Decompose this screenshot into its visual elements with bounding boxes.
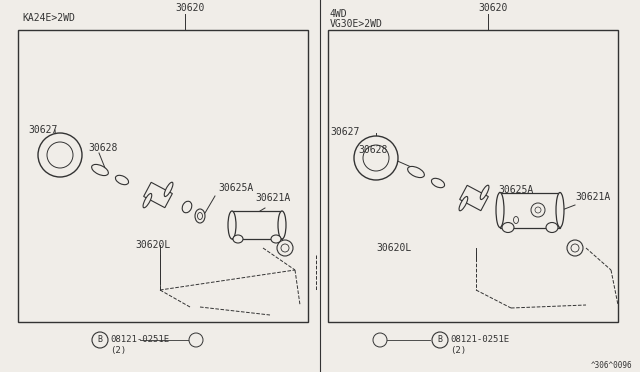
Ellipse shape [459,196,468,211]
Ellipse shape [271,235,281,243]
Ellipse shape [143,193,152,208]
Circle shape [531,203,545,217]
Text: 30628: 30628 [88,143,117,153]
Ellipse shape [115,175,129,185]
Text: 30625A: 30625A [498,185,533,195]
Text: 30627: 30627 [28,125,58,135]
Text: B: B [97,336,102,344]
Text: VG30E>2WD: VG30E>2WD [330,19,383,29]
Text: 30620: 30620 [478,3,508,13]
Ellipse shape [511,213,521,227]
Ellipse shape [502,222,514,232]
Bar [232,211,282,239]
Ellipse shape [431,178,445,188]
Ellipse shape [498,204,508,216]
Bar [500,192,560,228]
Circle shape [38,133,82,177]
Ellipse shape [182,201,192,213]
Text: ^306^0096: ^306^0096 [590,360,632,369]
Ellipse shape [408,166,424,177]
Text: 30620L: 30620L [376,243,412,253]
Bar [460,185,488,211]
Ellipse shape [546,222,558,232]
Text: (2): (2) [450,346,466,355]
Bar [18,30,308,322]
Circle shape [189,333,203,347]
Ellipse shape [556,192,564,228]
Text: 30620: 30620 [175,3,204,13]
Text: KA24E>2WD: KA24E>2WD [22,13,75,23]
Text: 30621A: 30621A [575,192,611,202]
Text: 30625A: 30625A [218,183,253,193]
Text: 4WD: 4WD [330,9,348,19]
Ellipse shape [480,185,489,199]
Text: 30628: 30628 [358,145,387,155]
Ellipse shape [233,235,243,243]
Ellipse shape [195,209,205,223]
Circle shape [567,240,583,256]
Text: B: B [438,336,442,344]
Text: 08121-0251E: 08121-0251E [110,336,169,344]
Ellipse shape [496,192,504,228]
Circle shape [281,244,289,252]
Text: 08121-0251E: 08121-0251E [450,336,509,344]
Bar [328,30,618,322]
Circle shape [373,333,387,347]
Bar [143,182,172,208]
Circle shape [277,240,293,256]
Text: 30627: 30627 [330,127,360,137]
Circle shape [354,136,398,180]
Ellipse shape [278,211,286,239]
Text: 30621A: 30621A [255,193,291,203]
Text: (2): (2) [110,346,126,355]
Ellipse shape [228,211,236,239]
Ellipse shape [92,164,108,176]
Ellipse shape [164,182,173,196]
Text: 30620L: 30620L [135,240,170,250]
